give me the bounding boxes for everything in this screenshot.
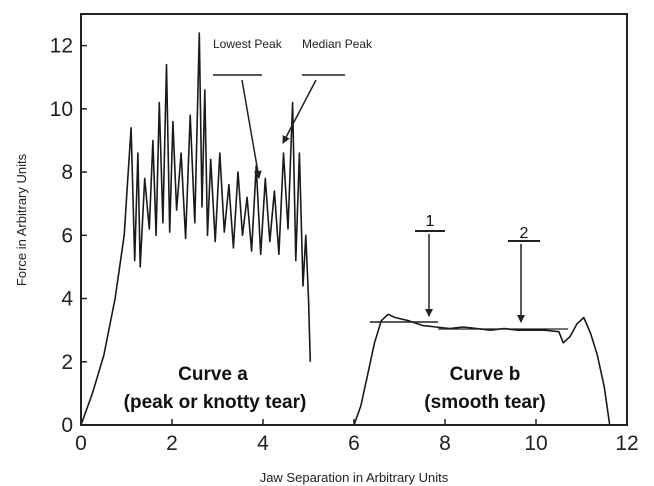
y-tick-label: 8 (61, 161, 73, 184)
series-line-curve-a (80, 32, 312, 426)
y-tick-label: 10 (50, 98, 73, 121)
x-tick-label: 2 (166, 432, 178, 455)
x-tick-label: 4 (257, 432, 269, 455)
x-tick-label: 8 (439, 432, 451, 455)
series-line-curve-b (353, 313, 611, 426)
median-peak-label: Median Peak (302, 37, 373, 51)
x-axis-title: Jaw Separation in Arbitrary Units (260, 470, 449, 485)
y-tick-label: 12 (50, 35, 73, 58)
y-tick-label: 6 (61, 224, 73, 247)
marker-2-label: 2 (520, 225, 529, 242)
lowest-peak-arrow (241, 79, 262, 179)
curve-a-label-line1: Curve a (178, 364, 248, 385)
y-tick-label: 2 (61, 351, 73, 374)
x-tick-label: 10 (524, 432, 547, 455)
median-peak-arrow (282, 79, 317, 144)
marker-1-label: 1 (426, 213, 435, 230)
y-tick-label: 0 (61, 414, 73, 437)
x-tick-label: 0 (75, 432, 87, 455)
x-tick-label: 12 (615, 432, 638, 455)
curve-b-label-line2: (smooth tear) (424, 392, 545, 413)
curve-b-label-line1: Curve b (450, 364, 521, 385)
x-tick-label: 6 (348, 432, 360, 455)
y-tick-label: 4 (61, 288, 73, 311)
lowest-peak-label: Lowest Peak (213, 37, 283, 51)
y-axis-title: Force in Arbitrary Units (14, 153, 29, 286)
curve-a-label-line2: (peak or knotty tear) (124, 392, 307, 413)
series-layer (80, 32, 611, 426)
